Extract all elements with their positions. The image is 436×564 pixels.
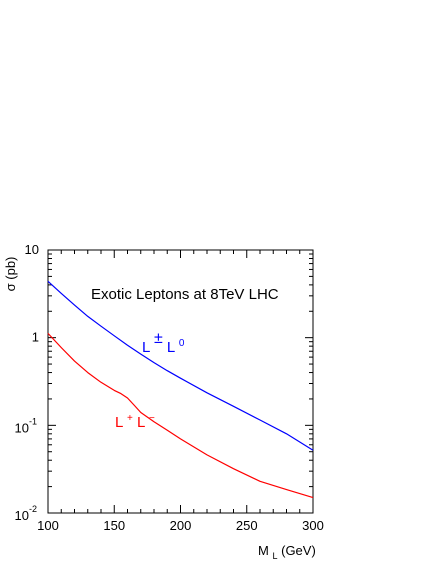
series-line-1 xyxy=(47,332,314,499)
x-axis-label: M L (GeV) xyxy=(258,543,316,562)
x-tick-label: 100 xyxy=(37,518,59,533)
y-tick-exponent: -1 xyxy=(29,416,37,426)
y-tick-labels: 10 1 10-1 10-2 xyxy=(15,242,39,523)
x-tick-label: 300 xyxy=(302,518,324,533)
series-curves xyxy=(47,280,314,499)
x-axis-label-unit: (GeV) xyxy=(281,543,316,558)
x-axis-label-subscript: L xyxy=(272,551,277,561)
series-label-charged-neutral: L ± L 0 xyxy=(142,330,185,356)
y-tick-label: 1 xyxy=(32,330,39,345)
y-tick-exponent: -2 xyxy=(29,504,37,514)
series-label-charged-pair: L + L − xyxy=(115,408,155,431)
y-tick-label: 10 xyxy=(25,242,39,257)
x-tick-label: 250 xyxy=(236,518,258,533)
y-tick-label: 10-2 xyxy=(15,504,37,523)
x-tick-label: 150 xyxy=(103,518,125,533)
x-tick-label: 200 xyxy=(170,518,192,533)
y-tick-label: 10-1 xyxy=(15,416,37,435)
axis-ticks xyxy=(47,250,314,514)
x-tick-labels: 100 150 200 250 300 xyxy=(37,518,324,533)
series-line-0 xyxy=(47,280,314,451)
chart-title: Exotic Leptons at 8TeV LHC xyxy=(91,286,279,303)
y-axis-label: σ (pb) xyxy=(3,257,18,292)
x-axis-label-main: M xyxy=(258,543,269,558)
